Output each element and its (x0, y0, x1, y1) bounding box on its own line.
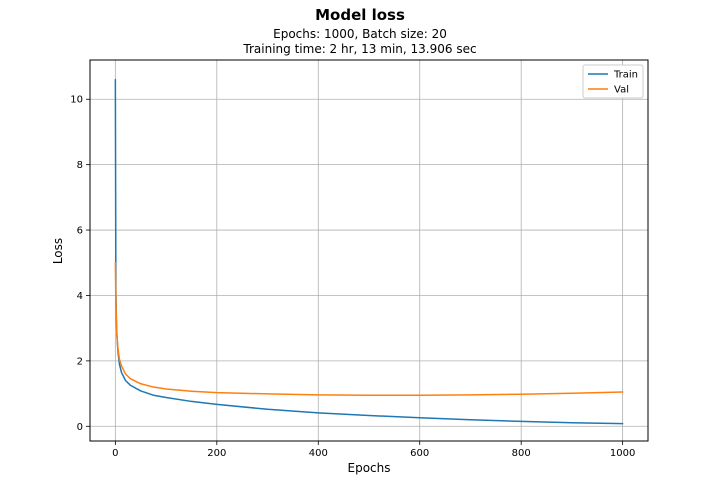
x-axis-label: Epochs (348, 461, 391, 475)
x-tick-label: 1000 (610, 448, 635, 459)
y-axis-label: Loss (51, 238, 65, 264)
legend-label-val: Val (614, 85, 629, 96)
y-tick-label: 6 (77, 226, 83, 237)
y-tick-label: 4 (77, 291, 83, 302)
plot-frame (89, 59, 649, 442)
legend-label-train: Train (613, 70, 638, 81)
tick-layer: 0 200 400 600 800 1000 0 2 4 6 8 10 (70, 95, 635, 459)
y-tick-label: 10 (70, 95, 83, 106)
chart-subtitle-training-time: Training time: 2 hr, 13 min, 13.906 sec (243, 42, 477, 56)
series-line-train (114, 78, 624, 425)
chart-subtitle-epochs: Epochs: 1000, Batch size: 20 (273, 27, 447, 41)
x-tick-label: 600 (410, 448, 429, 459)
legend: Train Val (582, 64, 644, 99)
y-tick-label: 8 (77, 160, 83, 171)
y-tick-label: 0 (77, 422, 83, 433)
chart-title: Model loss (315, 6, 405, 24)
x-tick-label: 200 (207, 448, 226, 459)
series-line-val (114, 262, 624, 396)
grid-layer (90, 60, 648, 441)
x-tick-label: 0 (112, 448, 118, 459)
x-tick-label: 400 (309, 448, 328, 459)
x-tick-label: 800 (512, 448, 531, 459)
series-layer (114, 78, 624, 425)
y-tick-label: 2 (77, 356, 83, 367)
